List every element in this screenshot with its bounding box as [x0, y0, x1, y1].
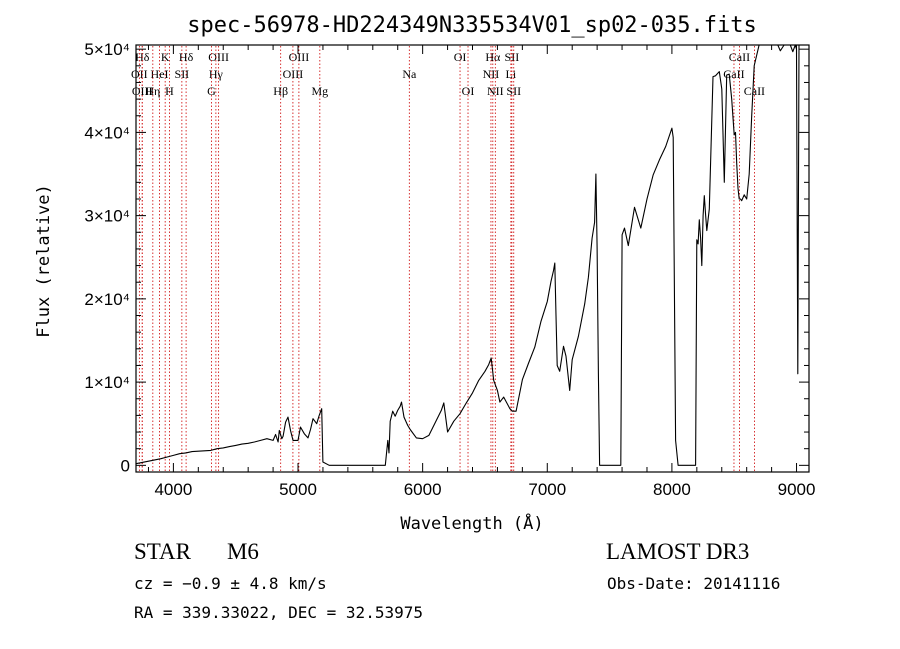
survey-name: LAMOST DR3: [606, 539, 750, 564]
x-tick-label: 4000: [154, 480, 192, 499]
line-label: CaII: [744, 84, 765, 98]
y-tick-label: 0: [121, 456, 130, 475]
line-label: SII: [506, 84, 521, 98]
y-tick-label: 3×10⁴: [84, 207, 130, 226]
plot-frame: [135, 44, 810, 473]
line-label: Hη: [145, 84, 160, 98]
line-label: OI: [462, 84, 475, 98]
x-tick-label: 5000: [279, 480, 317, 499]
line-label: CaII: [723, 67, 744, 81]
line-label: SII: [175, 67, 190, 81]
line-label: SII: [505, 50, 520, 64]
object-class: STAR: [134, 539, 191, 564]
line-label: Hβ: [273, 84, 288, 98]
line-label: Hγ: [209, 67, 224, 81]
line-label: Mg: [311, 84, 328, 98]
y-axis-ticks: 0 1×10⁴ 2×10⁴ 3×10⁴ 4×10⁴ 5×10⁴: [84, 40, 809, 475]
object-subclass: M6: [226, 539, 259, 564]
x-axis-ticks: 4000 5000 6000 7000 8000 9000: [147, 45, 816, 499]
obs-date: Obs-Date: 20141116: [607, 574, 781, 593]
line-label: CaII: [729, 50, 750, 64]
line-label: Hδ: [179, 50, 194, 64]
y-tick-label: 1×10⁴: [84, 373, 130, 392]
spectrum-line: [135, 44, 800, 466]
x-tick-label: 6000: [404, 480, 442, 499]
y-tick-label: 4×10⁴: [84, 123, 130, 142]
chart-title: spec-56978-HD224349N335534V01_sp02-035.f…: [187, 13, 757, 38]
line-label: H: [165, 84, 174, 98]
line-label: OIII: [283, 67, 304, 81]
line-label: Li: [506, 67, 517, 81]
x-tick-label: 8000: [653, 480, 691, 499]
line-label: OIII: [132, 84, 153, 98]
y-axis-label: Flux (relative): [34, 184, 54, 338]
x-axis-label: Wavelength (Å): [400, 512, 543, 534]
redshift-text: cz = −0.9 ± 4.8 km/s: [134, 574, 327, 593]
line-label: OIII: [208, 50, 229, 64]
line-label: K: [161, 50, 170, 64]
spectrum-series: [135, 44, 800, 466]
line-label: OIII: [289, 50, 310, 64]
line-label: OI: [454, 50, 467, 64]
line-label: NII: [487, 84, 504, 98]
coordinates-text: RA = 339.33022, DEC = 32.53975: [134, 603, 423, 622]
x-tick-label: 7000: [528, 480, 566, 499]
line-label: Hα: [485, 50, 501, 64]
object-class-row: STAR M6: [134, 539, 259, 565]
line-label: HeI: [151, 67, 169, 81]
line-label: Na: [402, 67, 417, 81]
y-tick-label: 5×10⁴: [84, 40, 130, 59]
line-label: OII: [131, 67, 148, 81]
y-tick-label: 2×10⁴: [84, 290, 130, 309]
line-label: G: [207, 84, 216, 98]
x-tick-label: 9000: [778, 480, 816, 499]
line-label: NII: [483, 67, 500, 81]
